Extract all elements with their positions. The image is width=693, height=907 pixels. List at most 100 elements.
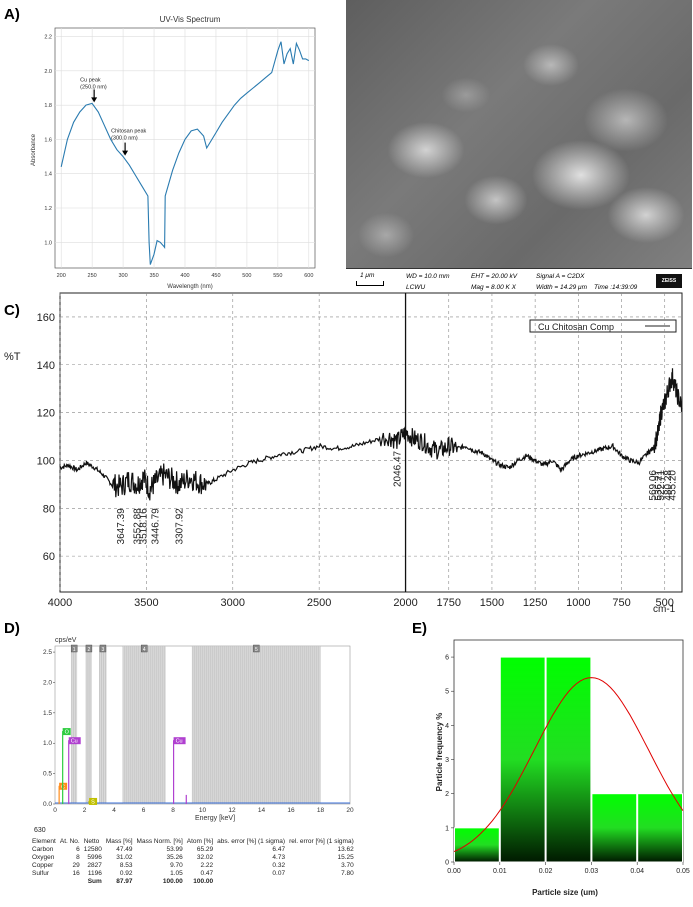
sem-mag: Mag = 8.00 K X xyxy=(471,284,516,291)
table-cell: 35.26 xyxy=(166,854,183,861)
uvvis-annotation-text: Cu peak xyxy=(80,77,101,83)
eds-region-tag xyxy=(99,644,107,653)
eds-header-cell: Mass Norm. [%] xyxy=(136,838,183,845)
uvvis-title: UV-Vis Spectrum xyxy=(160,15,221,24)
eds-xlabel: Energy [keV] xyxy=(195,815,235,822)
eds-xtick-label: 2 xyxy=(83,807,87,814)
sem-width: Width = 14.29 μm xyxy=(536,284,588,291)
table-cell: 53.99 xyxy=(166,846,183,853)
uvvis-xtick-label: 250 xyxy=(88,273,97,279)
psd-bar xyxy=(591,793,638,863)
ftir-ytick-label: 140 xyxy=(37,360,55,372)
ftir-ytick-label: 120 xyxy=(37,408,55,420)
ftir-legend-label: Cu Chitosan Comp xyxy=(538,322,614,332)
uvvis-xtick-label: 300 xyxy=(119,273,128,279)
table-cell: 16 xyxy=(72,870,80,877)
table-cell: 0.32 xyxy=(272,862,286,869)
ftir-xtick-label: 1250 xyxy=(523,597,547,609)
psd-ytick-label: 6 xyxy=(445,655,449,662)
uvvis-xtick-label: 500 xyxy=(242,273,251,279)
uvvis-xtick-label: 200 xyxy=(57,273,66,279)
psd-ytick-label: 4 xyxy=(445,723,449,730)
ftir-xtick-label: 3500 xyxy=(134,597,158,609)
table-cell: 87.97 xyxy=(116,878,133,885)
sem-wd: WD = 10.0 mm xyxy=(406,273,450,280)
eds-table-title: 630 xyxy=(34,827,46,834)
ftir-ytick-label: 60 xyxy=(43,551,55,563)
sem-time: Time :14:39:09 xyxy=(594,284,638,291)
uvvis-ytick-label: 1.8 xyxy=(44,103,52,109)
table-cell: 2.22 xyxy=(200,862,214,869)
table-cell: 0.47 xyxy=(200,870,214,877)
table-row: Copper 29 2827 8.53 9.70 2.22 0.32 3.70 xyxy=(30,862,356,870)
psd-ytick-label: 1 xyxy=(445,825,449,832)
table-cell: Carbon xyxy=(32,846,54,853)
ftir-ytick-label: 80 xyxy=(43,503,55,515)
uvvis-ytick-label: 1.4 xyxy=(44,172,52,178)
uvvis-ylabel: Absorbance xyxy=(31,133,37,166)
eds-xtick-label: 10 xyxy=(199,807,207,814)
eds-table: Element At. No. Netto Mass [%] Mass Norm… xyxy=(30,838,356,886)
eds-ytick-label: 0.5 xyxy=(43,771,52,778)
eds-peak-label: Cu xyxy=(71,739,78,745)
ftir-peak-label: 455.20 xyxy=(668,470,679,501)
eds-ytick-label: 2.5 xyxy=(43,649,52,656)
psd-fit-curve xyxy=(453,677,684,853)
table-cell: 0.07 xyxy=(272,870,286,877)
eds-header-cell: At. No. xyxy=(59,838,80,845)
eds-xtick-label: 12 xyxy=(228,807,236,814)
table-cell: 5996 xyxy=(87,854,102,861)
eds-peak-tag xyxy=(89,797,98,805)
zeiss-logo: ZEISS xyxy=(656,274,682,288)
eds-region-tag xyxy=(253,644,260,653)
table-cell: 9.70 xyxy=(170,862,183,869)
eds-header-cell: Mass [%] xyxy=(105,838,133,845)
ftir-peak-label: 3647.39 xyxy=(116,508,127,545)
panel-label-e: E) xyxy=(412,620,427,637)
table-sum-row: Sum 87.97 100.00 100.00 xyxy=(30,878,356,886)
table-cell: 0.92 xyxy=(119,870,133,877)
ftir-ytick-label: 100 xyxy=(37,455,55,467)
eds-region-label: 2 xyxy=(88,647,91,653)
eds-peak-tag xyxy=(173,737,186,745)
psd-ytick-label: 2 xyxy=(445,791,449,798)
uvvis-series-line xyxy=(60,41,310,265)
table-cell: Oxygen xyxy=(32,854,55,861)
panel-label-d: D) xyxy=(4,620,20,637)
uvvis-annotation-text: (300.0 nm) xyxy=(111,136,138,142)
psd-bar xyxy=(454,827,500,863)
eds-ytick-label: 1.5 xyxy=(43,710,52,717)
eds-region-label: 5 xyxy=(255,647,258,653)
table-cell: 100.00 xyxy=(162,878,183,885)
eds-xtick-label: 18 xyxy=(317,807,325,814)
ftir-peak-label: 522.71 xyxy=(656,470,667,501)
table-cell: 6 xyxy=(76,846,80,853)
eds-header-cell: abs. error [%] (1 sigma) xyxy=(217,838,286,845)
uvvis-ytick-label: 1.6 xyxy=(44,137,52,143)
ftir-peak-label: 3446.79 xyxy=(151,508,162,545)
uvvis-xtick-label: 450 xyxy=(211,273,220,279)
eds-ylabel: cps/eV xyxy=(55,637,77,644)
uvvis-xtick-label: 600 xyxy=(304,273,313,279)
psd-ytick-label: 3 xyxy=(445,757,449,764)
uvvis-xtick-label: 550 xyxy=(273,273,282,279)
table-cell: 32.02 xyxy=(196,854,214,861)
ftir-xtick-label: 750 xyxy=(612,597,630,609)
eds-region-tag xyxy=(85,644,93,653)
uvvis-annotation-text: Chitosan peak xyxy=(111,129,146,135)
ftir-plot-frame xyxy=(59,292,683,593)
table-cell: 4.73 xyxy=(272,854,286,861)
table-cell: 65.29 xyxy=(196,846,214,853)
sem-scale-bar xyxy=(356,281,384,286)
eds-xtick-label: 0 xyxy=(53,807,57,814)
eds-xtick-label: 6 xyxy=(142,807,146,814)
psd-xtick-label: 0.05 xyxy=(676,868,690,875)
table-cell: 13.62 xyxy=(337,846,354,853)
sem-info-bar: 1 μm WD = 10.0 mm EHT = 20.00 kV Signal … xyxy=(346,268,692,295)
psd-chart: Particle size (um) Particle frequency % … xyxy=(435,639,690,897)
table-cell: 1.05 xyxy=(170,870,183,877)
eds-chart: cps/eV Energy [keV] 1 2 3 4 50 2 4 6 8 10 12 14 16 18… xyxy=(43,637,354,822)
ftir-peak-label: 3518.16 xyxy=(138,508,149,545)
eds-region-band xyxy=(99,646,107,804)
uvvis-xtick-label: 400 xyxy=(180,273,189,279)
